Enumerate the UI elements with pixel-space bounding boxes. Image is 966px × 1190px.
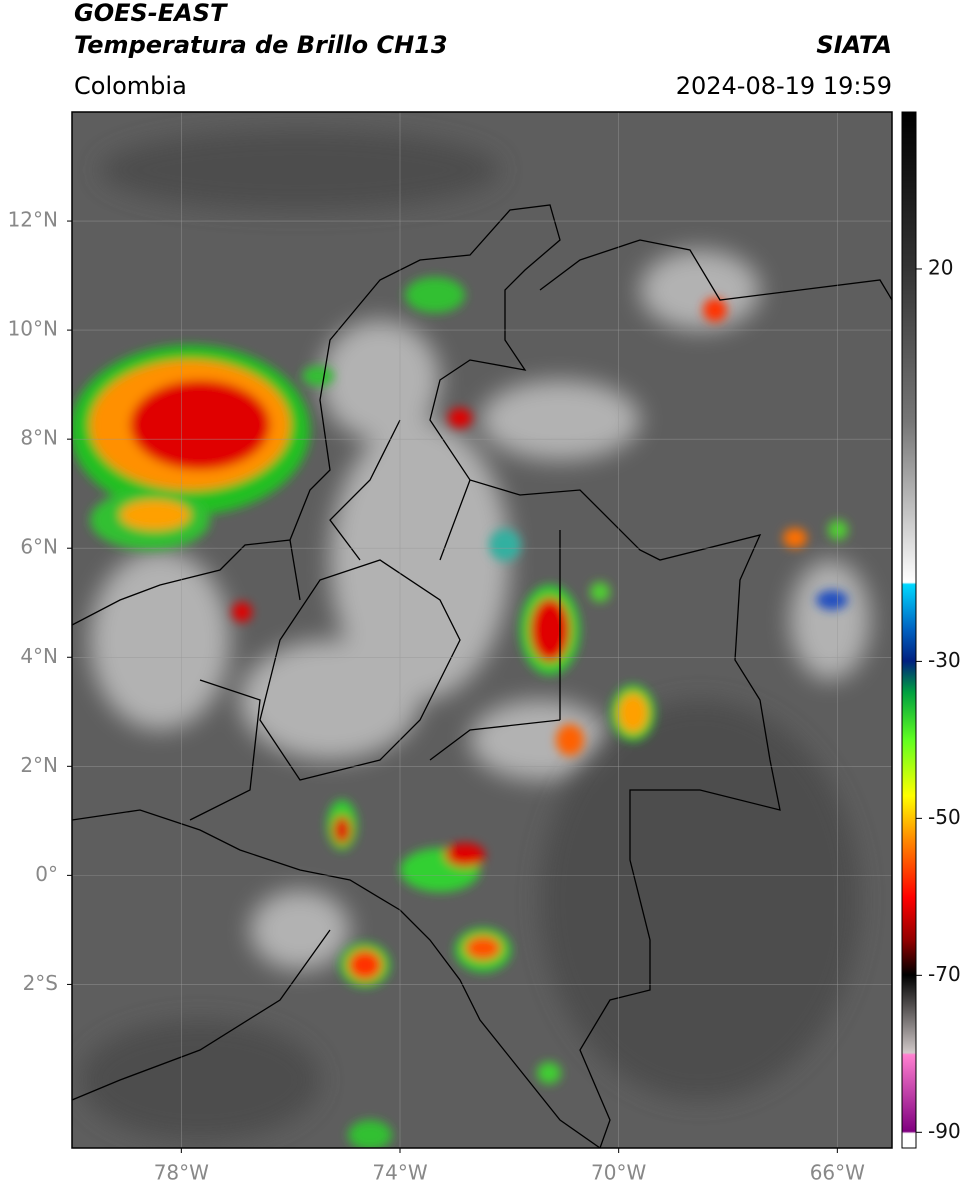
subtitle: Temperatura de Brillo CH13 [74,31,448,59]
y-tick-label: 2°S [23,971,58,995]
y-tick-label: 2°N [20,753,58,777]
x-tick-label: 74°W [372,1161,427,1185]
x-tick-label: 70°W [591,1161,646,1185]
colorbar-tick-label: 20 [928,255,953,279]
x-tick-label: 78°W [154,1161,209,1185]
y-tick-label: 4°N [20,644,58,668]
colorbar-tick-label: -50 [928,805,961,829]
source: SIATA [816,31,892,59]
colorbar-tick-label: -30 [928,648,961,672]
colorbar-tick-label: -90 [928,1119,961,1143]
x-tick-label: 66°W [810,1161,865,1185]
y-tick-label: 8°N [20,426,58,450]
region: Colombia [74,72,187,100]
y-tick-label: 10°N [8,317,58,341]
satellite-image [72,112,892,1148]
colorbar-tick-label: -70 [928,962,961,986]
colorbar [901,111,917,1149]
map-frame [71,111,893,1149]
title: GOES-EAST [74,0,228,27]
y-tick-label: 0° [35,862,58,886]
y-tick-label: 6°N [20,535,58,559]
datetime: 2024-08-19 19:59 [676,72,892,100]
y-tick-label: 12°N [8,208,58,232]
